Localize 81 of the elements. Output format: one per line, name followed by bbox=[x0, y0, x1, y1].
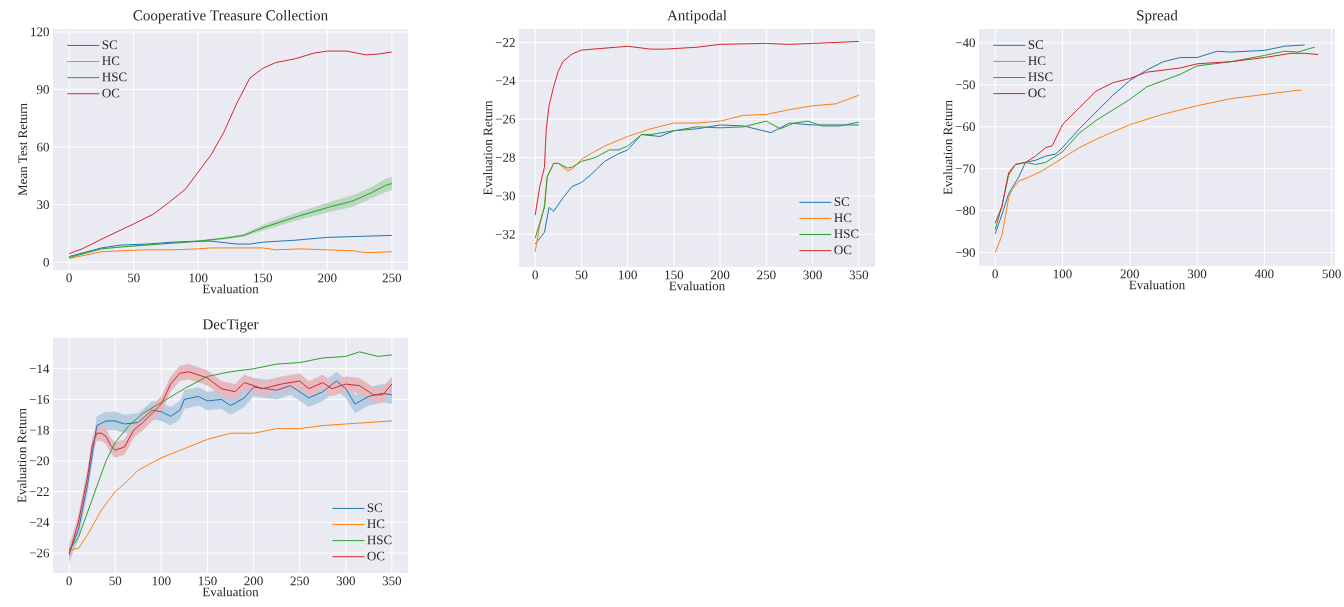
y-tick-label: −50 bbox=[955, 80, 975, 90]
y-tick-label: −22 bbox=[495, 38, 515, 47]
y-tick-label: −28 bbox=[495, 153, 515, 162]
x-tick-label: 250 bbox=[382, 273, 402, 283]
y-tick-label: −60 bbox=[955, 122, 975, 132]
x-tick-label: 400 bbox=[1254, 269, 1274, 279]
legend-label: SC bbox=[834, 197, 850, 207]
x-axis-title: Evaluation bbox=[202, 284, 259, 294]
legend-label: HC bbox=[1028, 56, 1046, 66]
y-tick-label: −20 bbox=[29, 456, 49, 466]
y-tick-label: −32 bbox=[495, 230, 515, 239]
x-tick-label: 100 bbox=[152, 576, 171, 586]
legend-label: HSC bbox=[834, 229, 859, 239]
x-tick-label: 250 bbox=[290, 576, 309, 586]
y-tick-label: 90 bbox=[36, 85, 49, 94]
x-tick-label: 300 bbox=[336, 576, 356, 586]
y-tick-label: −22 bbox=[29, 487, 49, 496]
x-tick-label: 200 bbox=[710, 270, 730, 280]
x-tick-label: 100 bbox=[1053, 269, 1072, 279]
x-axis-title: Evaluation bbox=[1129, 280, 1185, 290]
x-tick-label: 50 bbox=[127, 273, 140, 283]
x-tick-label: 200 bbox=[318, 273, 337, 283]
x-tick-label: 50 bbox=[575, 270, 588, 280]
y-tick-label: −24 bbox=[495, 76, 516, 86]
legend-label: OC bbox=[834, 245, 852, 255]
y-tick-label: 30 bbox=[37, 200, 49, 210]
legend-label: SC bbox=[102, 40, 118, 50]
legend-label: OC bbox=[102, 88, 120, 98]
x-tick-label: 50 bbox=[109, 576, 122, 586]
x-tick-label: 0 bbox=[66, 576, 72, 586]
legend-label: HC bbox=[102, 56, 120, 66]
y-tick-label: −80 bbox=[955, 206, 975, 216]
y-tick-label: −70 bbox=[955, 164, 975, 174]
x-tick-label: 350 bbox=[849, 270, 869, 280]
x-tick-label: 100 bbox=[189, 273, 208, 283]
legend-label: HC bbox=[834, 213, 852, 223]
chart-title: DecTiger bbox=[202, 319, 259, 333]
y-tick-label: −18 bbox=[29, 425, 49, 435]
x-tick-label: 100 bbox=[619, 270, 637, 280]
x-tick-label: 300 bbox=[1187, 269, 1207, 279]
legend-label: OC bbox=[367, 551, 385, 561]
legend-label: HC bbox=[367, 519, 385, 529]
y-tick-label: −40 bbox=[955, 38, 975, 48]
x-tick-label: 0 bbox=[532, 270, 538, 280]
chart-title: Spread bbox=[1137, 9, 1178, 24]
y-axis-title: Mean Test Return bbox=[18, 103, 28, 196]
x-tick-label: 0 bbox=[992, 269, 998, 279]
y-tick-label: −30 bbox=[495, 191, 515, 201]
x-axis-title: Evaluation bbox=[669, 281, 725, 291]
legend-label: HSC bbox=[102, 72, 127, 82]
y-tick-label: −26 bbox=[29, 548, 50, 558]
x-tick-label: 150 bbox=[665, 270, 684, 280]
y-tick-label: −90 bbox=[955, 248, 975, 257]
x-tick-label: 150 bbox=[254, 273, 273, 283]
y-tick-label: −24 bbox=[29, 518, 50, 527]
legend-label: SC bbox=[1028, 40, 1044, 50]
legend-label: HSC bbox=[367, 535, 392, 545]
legend-label: HSC bbox=[1028, 72, 1053, 82]
y-axis-title: Evaluation Return bbox=[943, 100, 953, 195]
x-tick-label: 500 bbox=[1322, 269, 1341, 279]
y-tick-label: −26 bbox=[495, 114, 516, 124]
y-axis-title: Evaluation Return bbox=[483, 100, 493, 196]
x-tick-label: 350 bbox=[382, 576, 402, 586]
y-tick-label: −14 bbox=[29, 364, 50, 374]
x-axis-title: Evaluation bbox=[202, 587, 259, 597]
x-tick-label: 200 bbox=[1120, 269, 1140, 279]
x-tick-label: 200 bbox=[244, 576, 263, 586]
chart-title: Cooperative Treasure Collection bbox=[133, 9, 328, 24]
y-axis-title: Evaluation Return bbox=[17, 408, 27, 503]
x-tick-label: 250 bbox=[757, 270, 776, 280]
x-tick-label: 300 bbox=[803, 270, 822, 280]
y-tick-label: 120 bbox=[31, 27, 49, 37]
chart-title: Antipodal bbox=[667, 9, 727, 24]
y-tick-label: 0 bbox=[43, 257, 49, 267]
x-tick-label: 150 bbox=[198, 576, 217, 586]
line-series bbox=[68, 50, 393, 255]
legend-label: SC bbox=[367, 503, 383, 513]
legend-label: OC bbox=[1028, 88, 1046, 98]
y-tick-label: −16 bbox=[29, 395, 50, 404]
x-tick-label: 0 bbox=[66, 273, 72, 283]
y-tick-label: 60 bbox=[37, 142, 49, 152]
